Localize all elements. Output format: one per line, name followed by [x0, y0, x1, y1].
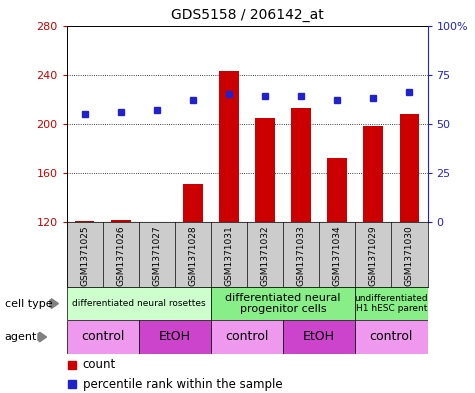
Title: GDS5158 / 206142_at: GDS5158 / 206142_at	[171, 8, 323, 22]
Text: control: control	[81, 331, 124, 343]
Text: differentiated neural
progenitor cells: differentiated neural progenitor cells	[225, 293, 341, 314]
Text: GSM1371029: GSM1371029	[369, 225, 378, 286]
Text: control: control	[370, 331, 413, 343]
Text: GSM1371032: GSM1371032	[261, 225, 269, 286]
Bar	[355, 287, 428, 320]
Bar	[211, 320, 283, 354]
Text: agent: agent	[5, 332, 37, 342]
Bar	[363, 126, 383, 222]
Text: GSM1371028: GSM1371028	[189, 225, 197, 286]
Text: percentile rank within the sample: percentile rank within the sample	[83, 378, 282, 391]
Text: GSM1371030: GSM1371030	[405, 225, 414, 286]
Bar	[291, 108, 311, 222]
Text: GSM1371033: GSM1371033	[297, 225, 305, 286]
Bar	[66, 287, 211, 320]
Bar	[139, 320, 211, 354]
Bar	[219, 71, 239, 222]
Bar	[355, 320, 428, 354]
Text: GSM1371025: GSM1371025	[80, 225, 89, 286]
Text: cell type: cell type	[5, 299, 52, 309]
Bar	[283, 320, 355, 354]
Text: control: control	[225, 331, 269, 343]
Text: undifferentiated
H1 hESC parent: undifferentiated H1 hESC parent	[354, 294, 428, 313]
Bar	[327, 158, 347, 222]
Text: EtOH: EtOH	[303, 331, 335, 343]
Text: GSM1371027: GSM1371027	[152, 225, 161, 286]
Text: EtOH: EtOH	[159, 331, 191, 343]
Bar	[75, 221, 95, 222]
Text: differentiated neural rosettes: differentiated neural rosettes	[72, 299, 206, 308]
Bar	[111, 220, 131, 222]
Text: GSM1371026: GSM1371026	[116, 225, 125, 286]
Bar	[211, 287, 355, 320]
Text: GSM1371034: GSM1371034	[333, 225, 342, 286]
Bar	[66, 320, 139, 354]
Bar	[255, 118, 275, 222]
Text: count: count	[83, 358, 116, 371]
Bar	[183, 184, 203, 222]
Bar	[399, 114, 419, 222]
Text: GSM1371031: GSM1371031	[225, 225, 233, 286]
